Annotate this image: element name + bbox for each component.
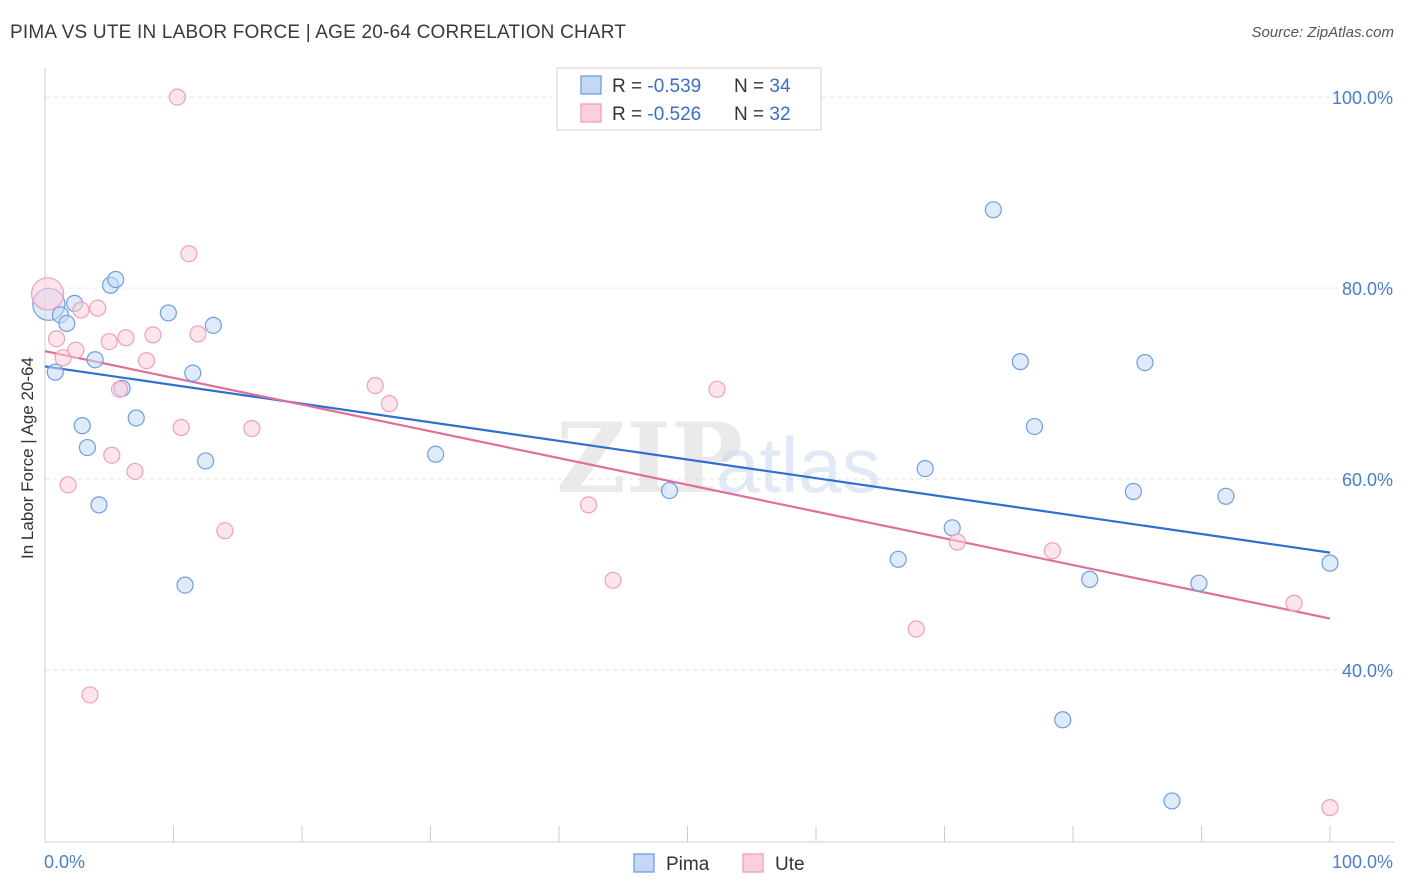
y-tick-label: 80.0%	[1342, 279, 1393, 299]
bottom-legend-pima: Pima	[666, 854, 710, 875]
legend-swatch-pima	[580, 75, 602, 95]
point-ute	[137, 352, 156, 370]
point-pima	[197, 452, 215, 470]
legend-n-pima: 34	[769, 76, 791, 97]
svg-text:N = 32: N = 32	[734, 104, 791, 125]
point-ute	[72, 301, 90, 319]
point-pima	[889, 550, 907, 568]
svg-text:R = -0.526: R = -0.526	[612, 104, 701, 125]
svg-text:N = 34: N = 34	[734, 76, 791, 97]
chart-title: PIMA VS UTE IN LABOR FORCE | AGE 20-64 C…	[10, 22, 627, 43]
point-ute	[30, 277, 65, 311]
point-ute	[126, 462, 144, 481]
point-pima	[46, 363, 64, 381]
point-ute	[948, 533, 966, 551]
point-pima	[916, 459, 934, 478]
point-ute	[579, 496, 598, 514]
point-pima	[184, 364, 202, 382]
point-pima	[1136, 353, 1154, 372]
point-ute	[243, 419, 261, 438]
x-tick-labels: 0.0% 100.0%	[44, 852, 1393, 872]
point-ute	[708, 380, 726, 398]
legend-r-ute: -0.526	[647, 104, 701, 125]
trend-line-pima	[44, 365, 1331, 554]
point-pima	[204, 316, 222, 334]
point-ute	[366, 376, 384, 395]
point-pima	[1321, 554, 1339, 572]
point-pima	[1217, 487, 1235, 505]
point-ute	[59, 476, 77, 494]
point-ute	[67, 341, 85, 359]
data-points	[30, 88, 1339, 817]
point-pima	[1081, 570, 1099, 588]
watermark-atlas: atlas	[716, 421, 881, 509]
point-ute	[216, 522, 234, 540]
point-ute	[380, 395, 398, 413]
point-ute	[54, 349, 72, 367]
point-pima	[90, 496, 108, 514]
point-ute	[168, 88, 186, 106]
point-ute	[172, 418, 190, 437]
point-ute	[110, 380, 129, 398]
point-pima	[1124, 482, 1142, 501]
point-ute	[117, 329, 135, 347]
point-ute	[189, 325, 207, 343]
bottom-legend-swatch-pima	[633, 853, 655, 873]
point-pima	[984, 201, 1002, 219]
point-ute	[100, 332, 118, 351]
legend-r-pima: -0.539	[647, 76, 701, 97]
point-ute	[103, 446, 121, 464]
legend-r-label-pima: R =	[612, 76, 647, 97]
trend-lines	[44, 350, 1331, 620]
x-tick-label: 0.0%	[44, 852, 85, 872]
point-pima	[660, 481, 679, 500]
y-tick-label: 100.0%	[1332, 88, 1393, 108]
legend-n-label-pima: N =	[734, 76, 769, 97]
point-pima	[107, 270, 125, 289]
point-pima	[58, 314, 76, 333]
y-tick-label: 40.0%	[1342, 661, 1393, 681]
point-ute	[1285, 594, 1303, 612]
point-ute	[144, 326, 162, 344]
legend-box: R = -0.539 N = 34 R = -0.526 N = 32	[556, 67, 822, 131]
point-pima	[943, 519, 961, 537]
point-ute	[89, 299, 107, 317]
point-pima	[73, 417, 91, 435]
bottom-legend: Pima Ute	[633, 853, 805, 875]
point-ute	[47, 330, 66, 348]
y-tick-labels: 40.0% 60.0% 80.0% 100.0%	[1332, 88, 1393, 681]
point-pima	[159, 304, 177, 322]
point-pima	[1025, 417, 1044, 436]
bottom-legend-ute: Ute	[775, 854, 805, 875]
legend-n-label-ute: N =	[734, 104, 769, 125]
point-pima	[176, 576, 194, 594]
watermark-zip: ZIP	[556, 402, 743, 515]
point-pima	[1011, 353, 1029, 371]
point-ute	[907, 620, 925, 638]
legend-n-ute: 32	[769, 104, 790, 125]
point-pima	[427, 445, 445, 463]
trend-line-ute	[44, 350, 1331, 620]
point-ute	[604, 571, 622, 589]
point-ute	[1043, 542, 1062, 560]
x-tick-label: 100.0%	[1332, 852, 1393, 872]
legend-swatch-ute	[580, 103, 602, 123]
svg-text:R = -0.539: R = -0.539	[612, 76, 701, 97]
legend-r-label-ute: R =	[612, 104, 647, 125]
point-ute	[1321, 799, 1339, 817]
point-ute	[180, 245, 198, 263]
y-tick-label: 60.0%	[1342, 470, 1393, 490]
point-pima	[127, 409, 145, 427]
point-pima	[1163, 792, 1181, 810]
chart-source: Source: ZipAtlas.com	[1251, 24, 1394, 41]
watermark: ZIP atlas	[556, 402, 881, 515]
point-pima	[1190, 574, 1208, 592]
axes	[44, 68, 1394, 843]
point-ute	[81, 686, 99, 704]
bottom-legend-swatch-ute	[742, 853, 764, 873]
point-pima	[78, 438, 97, 457]
point-pima	[86, 351, 104, 369]
point-pima	[1054, 711, 1072, 729]
